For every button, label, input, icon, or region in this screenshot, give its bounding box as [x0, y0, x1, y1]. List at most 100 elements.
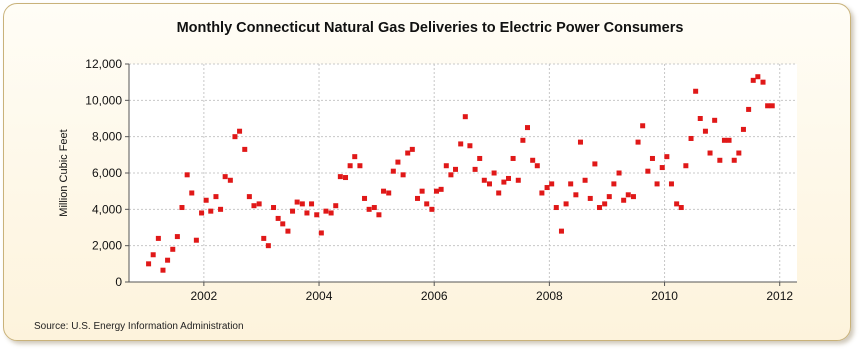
y-tick-label: 0 [115, 275, 122, 289]
data-point [208, 208, 214, 214]
data-point [760, 79, 766, 85]
data-point [443, 163, 449, 169]
data-point [596, 205, 602, 211]
data-point [654, 181, 660, 187]
data-point [371, 205, 377, 211]
data-point [515, 177, 521, 183]
data-point [481, 177, 487, 183]
data-point [400, 172, 406, 178]
data-point [434, 188, 440, 194]
data-point [409, 146, 415, 152]
data-point [352, 154, 358, 160]
data-point [592, 161, 598, 167]
data-point [740, 126, 746, 132]
data-point [510, 155, 516, 161]
data-point [769, 103, 775, 109]
data-point [664, 154, 670, 160]
data-point [280, 221, 286, 227]
data-point [539, 190, 545, 196]
data-point [275, 215, 281, 221]
data-point [290, 208, 296, 214]
data-point [390, 168, 396, 174]
data-point [520, 137, 526, 143]
data-point [621, 197, 627, 203]
data-point [150, 252, 156, 258]
data-point [640, 123, 646, 129]
data-point [376, 212, 382, 218]
data-point [486, 181, 492, 187]
data-point [678, 205, 684, 211]
data-point [731, 157, 737, 163]
data-point [688, 135, 694, 141]
data-point [467, 143, 473, 149]
chart-title: Monthly Connecticut Natural Gas Deliveri… [176, 20, 684, 36]
data-point [237, 128, 243, 134]
data-point [314, 212, 320, 218]
x-tick-label: 2010 [651, 289, 678, 303]
y-axis-title: Million Cubic Feet [58, 129, 70, 216]
data-point [213, 194, 219, 200]
data-point [721, 137, 727, 143]
data-point [174, 234, 180, 240]
data-point [242, 146, 248, 152]
y-tick-label: 10,000 [85, 93, 122, 107]
data-point [184, 172, 190, 178]
data-point [271, 205, 277, 211]
data-point [357, 163, 363, 169]
data-point [755, 74, 761, 80]
x-tick-label: 2002 [191, 289, 218, 303]
data-point [602, 201, 608, 207]
data-point [659, 165, 665, 171]
y-tick-label: 12,000 [85, 57, 122, 71]
data-point [765, 103, 771, 109]
data-point [683, 163, 689, 169]
data-point [438, 186, 444, 192]
data-point [563, 201, 569, 207]
data-point [304, 210, 310, 216]
data-point [549, 181, 555, 187]
data-point [462, 114, 468, 120]
data-point [717, 157, 723, 163]
data-point [203, 197, 209, 203]
data-point [496, 190, 502, 196]
data-point [165, 257, 171, 263]
data-point [193, 237, 199, 243]
data-point [179, 205, 185, 211]
data-point [606, 194, 612, 200]
data-point [750, 77, 756, 83]
data-point [616, 170, 622, 176]
data-point [246, 194, 252, 200]
data-point [702, 128, 708, 134]
data-point [415, 195, 421, 201]
data-point [668, 181, 674, 187]
data-point [381, 188, 387, 194]
data-point [333, 203, 339, 209]
data-point [458, 141, 464, 147]
data-point [558, 228, 564, 234]
data-point [366, 206, 372, 212]
data-point [746, 106, 752, 112]
x-tick-label: 2012 [766, 289, 793, 303]
data-point [232, 134, 238, 140]
data-point [524, 125, 530, 131]
data-point [160, 267, 166, 273]
data-point [553, 205, 559, 211]
data-point [568, 181, 574, 187]
data-point [362, 195, 368, 201]
data-point [343, 175, 349, 181]
data-point [424, 201, 430, 207]
data-point [256, 201, 262, 207]
data-point [146, 261, 152, 267]
data-point [285, 228, 291, 234]
data-point [218, 206, 224, 212]
data-point [448, 172, 454, 178]
data-point [477, 155, 483, 161]
data-point [429, 206, 435, 212]
data-point [155, 235, 161, 241]
data-point [712, 117, 718, 123]
data-point [505, 175, 511, 181]
y-tick-label: 4,000 [92, 202, 122, 216]
data-point [736, 150, 742, 156]
y-tick-label: 6,000 [92, 166, 122, 180]
